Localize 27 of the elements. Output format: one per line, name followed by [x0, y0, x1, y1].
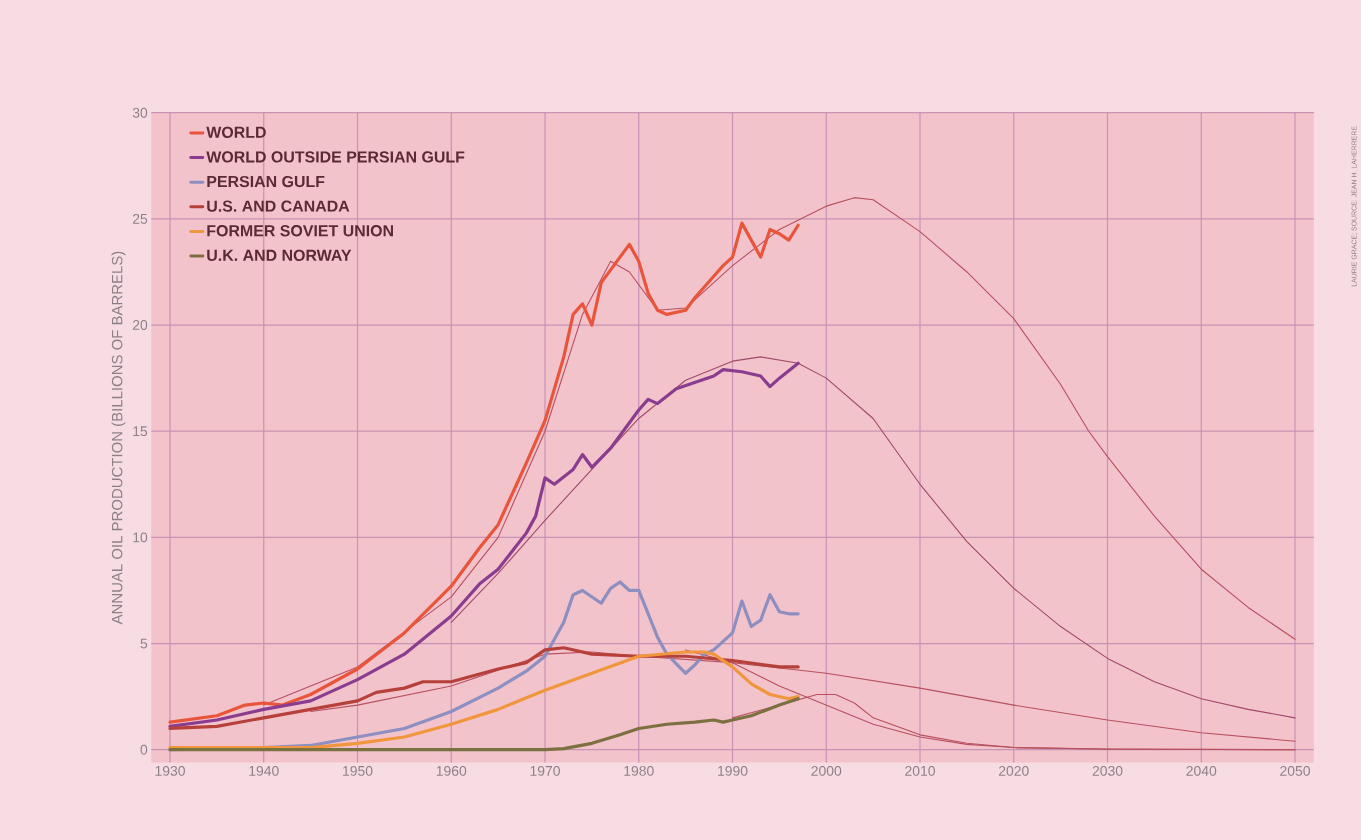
x-tick-label: 2020: [998, 765, 1029, 776]
y-tick-label: 20: [132, 320, 148, 330]
y-tick-label: 25: [132, 213, 148, 224]
x-tick-label: 1950: [343, 765, 373, 776]
legend-label: FORMER SOVIET UNION: [207, 225, 393, 237]
y-tick-label: 15: [133, 426, 148, 437]
x-tick-label: 1970: [530, 765, 560, 776]
legend-label: WORLD: [206, 126, 266, 138]
legend-label: PERSIAN GULF: [207, 175, 325, 188]
x-tick-label: 2000: [811, 765, 842, 776]
x-tick-label: 1940: [249, 765, 279, 776]
x-tick-label: 1980: [624, 765, 654, 776]
legend-label: WORLD OUTSIDE PERSIAN GULF: [206, 151, 465, 163]
y-tick-label: 5: [140, 638, 148, 649]
legend-label: U.S. AND CANADA: [207, 200, 350, 212]
y-tick-label: 10: [133, 532, 148, 543]
y-axis-title: ANNUAL OIL PRODUCTION (BILLIONS OF BARRELS): [111, 251, 126, 625]
y-tick-label: 0: [140, 744, 148, 755]
x-tick-label: 2010: [905, 765, 935, 776]
y-tick-label: 30: [132, 107, 148, 118]
legend-label: U.K. AND NORWAY: [207, 249, 352, 261]
x-tick-label: 1990: [718, 765, 748, 776]
x-tick-label: 1960: [436, 765, 467, 776]
x-tick-label: 2050: [1280, 765, 1310, 776]
x-tick-label: 2030: [1092, 765, 1123, 776]
x-tick-label: 2040: [1186, 765, 1217, 776]
x-tick-label: 1930: [155, 765, 185, 776]
